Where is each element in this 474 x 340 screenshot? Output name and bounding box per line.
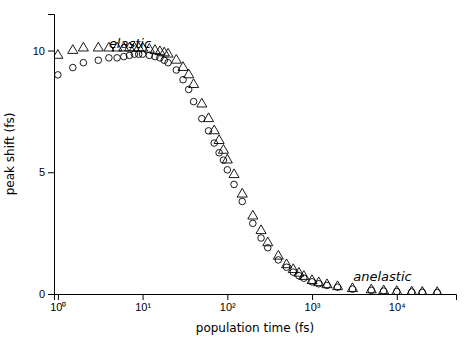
y-tick-label: 5 bbox=[39, 166, 45, 178]
x-tick-mark bbox=[312, 294, 313, 300]
point bbox=[392, 286, 402, 294]
point bbox=[209, 125, 219, 134]
point bbox=[258, 235, 265, 242]
point bbox=[432, 287, 442, 294]
series-circle bbox=[55, 51, 441, 294]
point bbox=[106, 55, 113, 62]
point bbox=[218, 145, 228, 154]
x-tick: 10¹ bbox=[135, 294, 151, 313]
point bbox=[237, 188, 247, 197]
point bbox=[55, 72, 62, 79]
point bbox=[282, 259, 292, 268]
point bbox=[283, 264, 290, 271]
point bbox=[407, 286, 417, 294]
point bbox=[126, 52, 133, 59]
point bbox=[248, 210, 258, 219]
point bbox=[190, 98, 197, 105]
point bbox=[197, 98, 207, 107]
y-tick: 5 bbox=[39, 166, 54, 178]
x-tick: 10³ bbox=[305, 294, 321, 313]
x-tick: 10⁰ bbox=[50, 294, 66, 313]
y-tick: 10 bbox=[33, 45, 54, 57]
point bbox=[314, 277, 324, 286]
x-tick-label: 10¹ bbox=[135, 301, 151, 313]
point bbox=[222, 154, 232, 163]
point bbox=[214, 135, 224, 144]
point bbox=[70, 64, 77, 71]
point bbox=[114, 55, 121, 62]
point bbox=[203, 113, 213, 122]
chart: 10⁰ 10¹ 10² 10³ 10⁴ 0 5 10 elastic anelastic popul… bbox=[0, 0, 474, 340]
annotation: elastic bbox=[109, 36, 151, 51]
plot-area: 10⁰ 10¹ 10² 10³ 10⁴ 0 5 10 elastic anelastic bbox=[33, 15, 457, 313]
point bbox=[366, 284, 376, 293]
point bbox=[231, 181, 238, 188]
point bbox=[322, 279, 332, 288]
point bbox=[333, 281, 343, 290]
point bbox=[379, 285, 389, 294]
point bbox=[229, 169, 239, 178]
point bbox=[347, 283, 357, 292]
x-axis: 10⁰ 10¹ 10² 10³ 10⁴ bbox=[50, 294, 456, 313]
point bbox=[165, 59, 172, 66]
point bbox=[54, 50, 63, 59]
x-tick: 10² bbox=[220, 294, 236, 313]
point bbox=[184, 69, 194, 78]
x-tick: 10⁴ bbox=[389, 294, 406, 313]
x-tick-label: 10³ bbox=[305, 301, 321, 313]
y-axis: 0 5 10 bbox=[33, 15, 55, 301]
point bbox=[93, 42, 103, 51]
annotation: anelastic bbox=[353, 269, 411, 284]
y-axis-title: peak shift (fs) bbox=[3, 113, 17, 196]
series-triangle bbox=[54, 42, 442, 294]
point bbox=[161, 57, 168, 64]
point bbox=[78, 42, 88, 51]
point bbox=[189, 79, 199, 88]
x-tick-mark bbox=[397, 294, 398, 300]
point bbox=[273, 250, 283, 259]
point bbox=[80, 59, 87, 66]
point bbox=[171, 54, 181, 63]
point bbox=[299, 271, 309, 280]
point bbox=[68, 45, 78, 54]
point bbox=[224, 167, 231, 174]
point bbox=[163, 48, 173, 57]
x-axis-title: population time (fs) bbox=[196, 321, 314, 335]
y-tick-label: 10 bbox=[33, 45, 45, 57]
x-axis-line bbox=[55, 295, 457, 301]
y-tick-mark bbox=[48, 294, 54, 295]
point bbox=[135, 51, 142, 58]
point bbox=[275, 257, 282, 264]
y-tick: 0 bbox=[39, 288, 54, 300]
marks bbox=[54, 42, 442, 294]
annotations: elastic anelastic bbox=[109, 36, 412, 284]
point bbox=[250, 220, 257, 227]
y-tick-mark bbox=[48, 51, 54, 52]
point bbox=[294, 267, 304, 276]
point bbox=[155, 46, 165, 55]
x-tick-mark bbox=[227, 294, 228, 300]
x-tick-label: 10⁴ bbox=[389, 301, 406, 313]
point bbox=[256, 225, 266, 234]
y-tick-label: 0 bbox=[39, 288, 45, 300]
point bbox=[263, 237, 273, 246]
x-tick-label: 10⁰ bbox=[50, 301, 66, 313]
x-tick-label: 10² bbox=[220, 301, 236, 313]
x-tick-mark bbox=[58, 294, 59, 300]
y-axis-line bbox=[48, 15, 55, 295]
point bbox=[178, 62, 188, 71]
point bbox=[239, 198, 246, 205]
point bbox=[95, 57, 102, 64]
point bbox=[417, 286, 427, 294]
x-tick-mark bbox=[143, 294, 144, 300]
y-tick-mark bbox=[48, 172, 54, 173]
